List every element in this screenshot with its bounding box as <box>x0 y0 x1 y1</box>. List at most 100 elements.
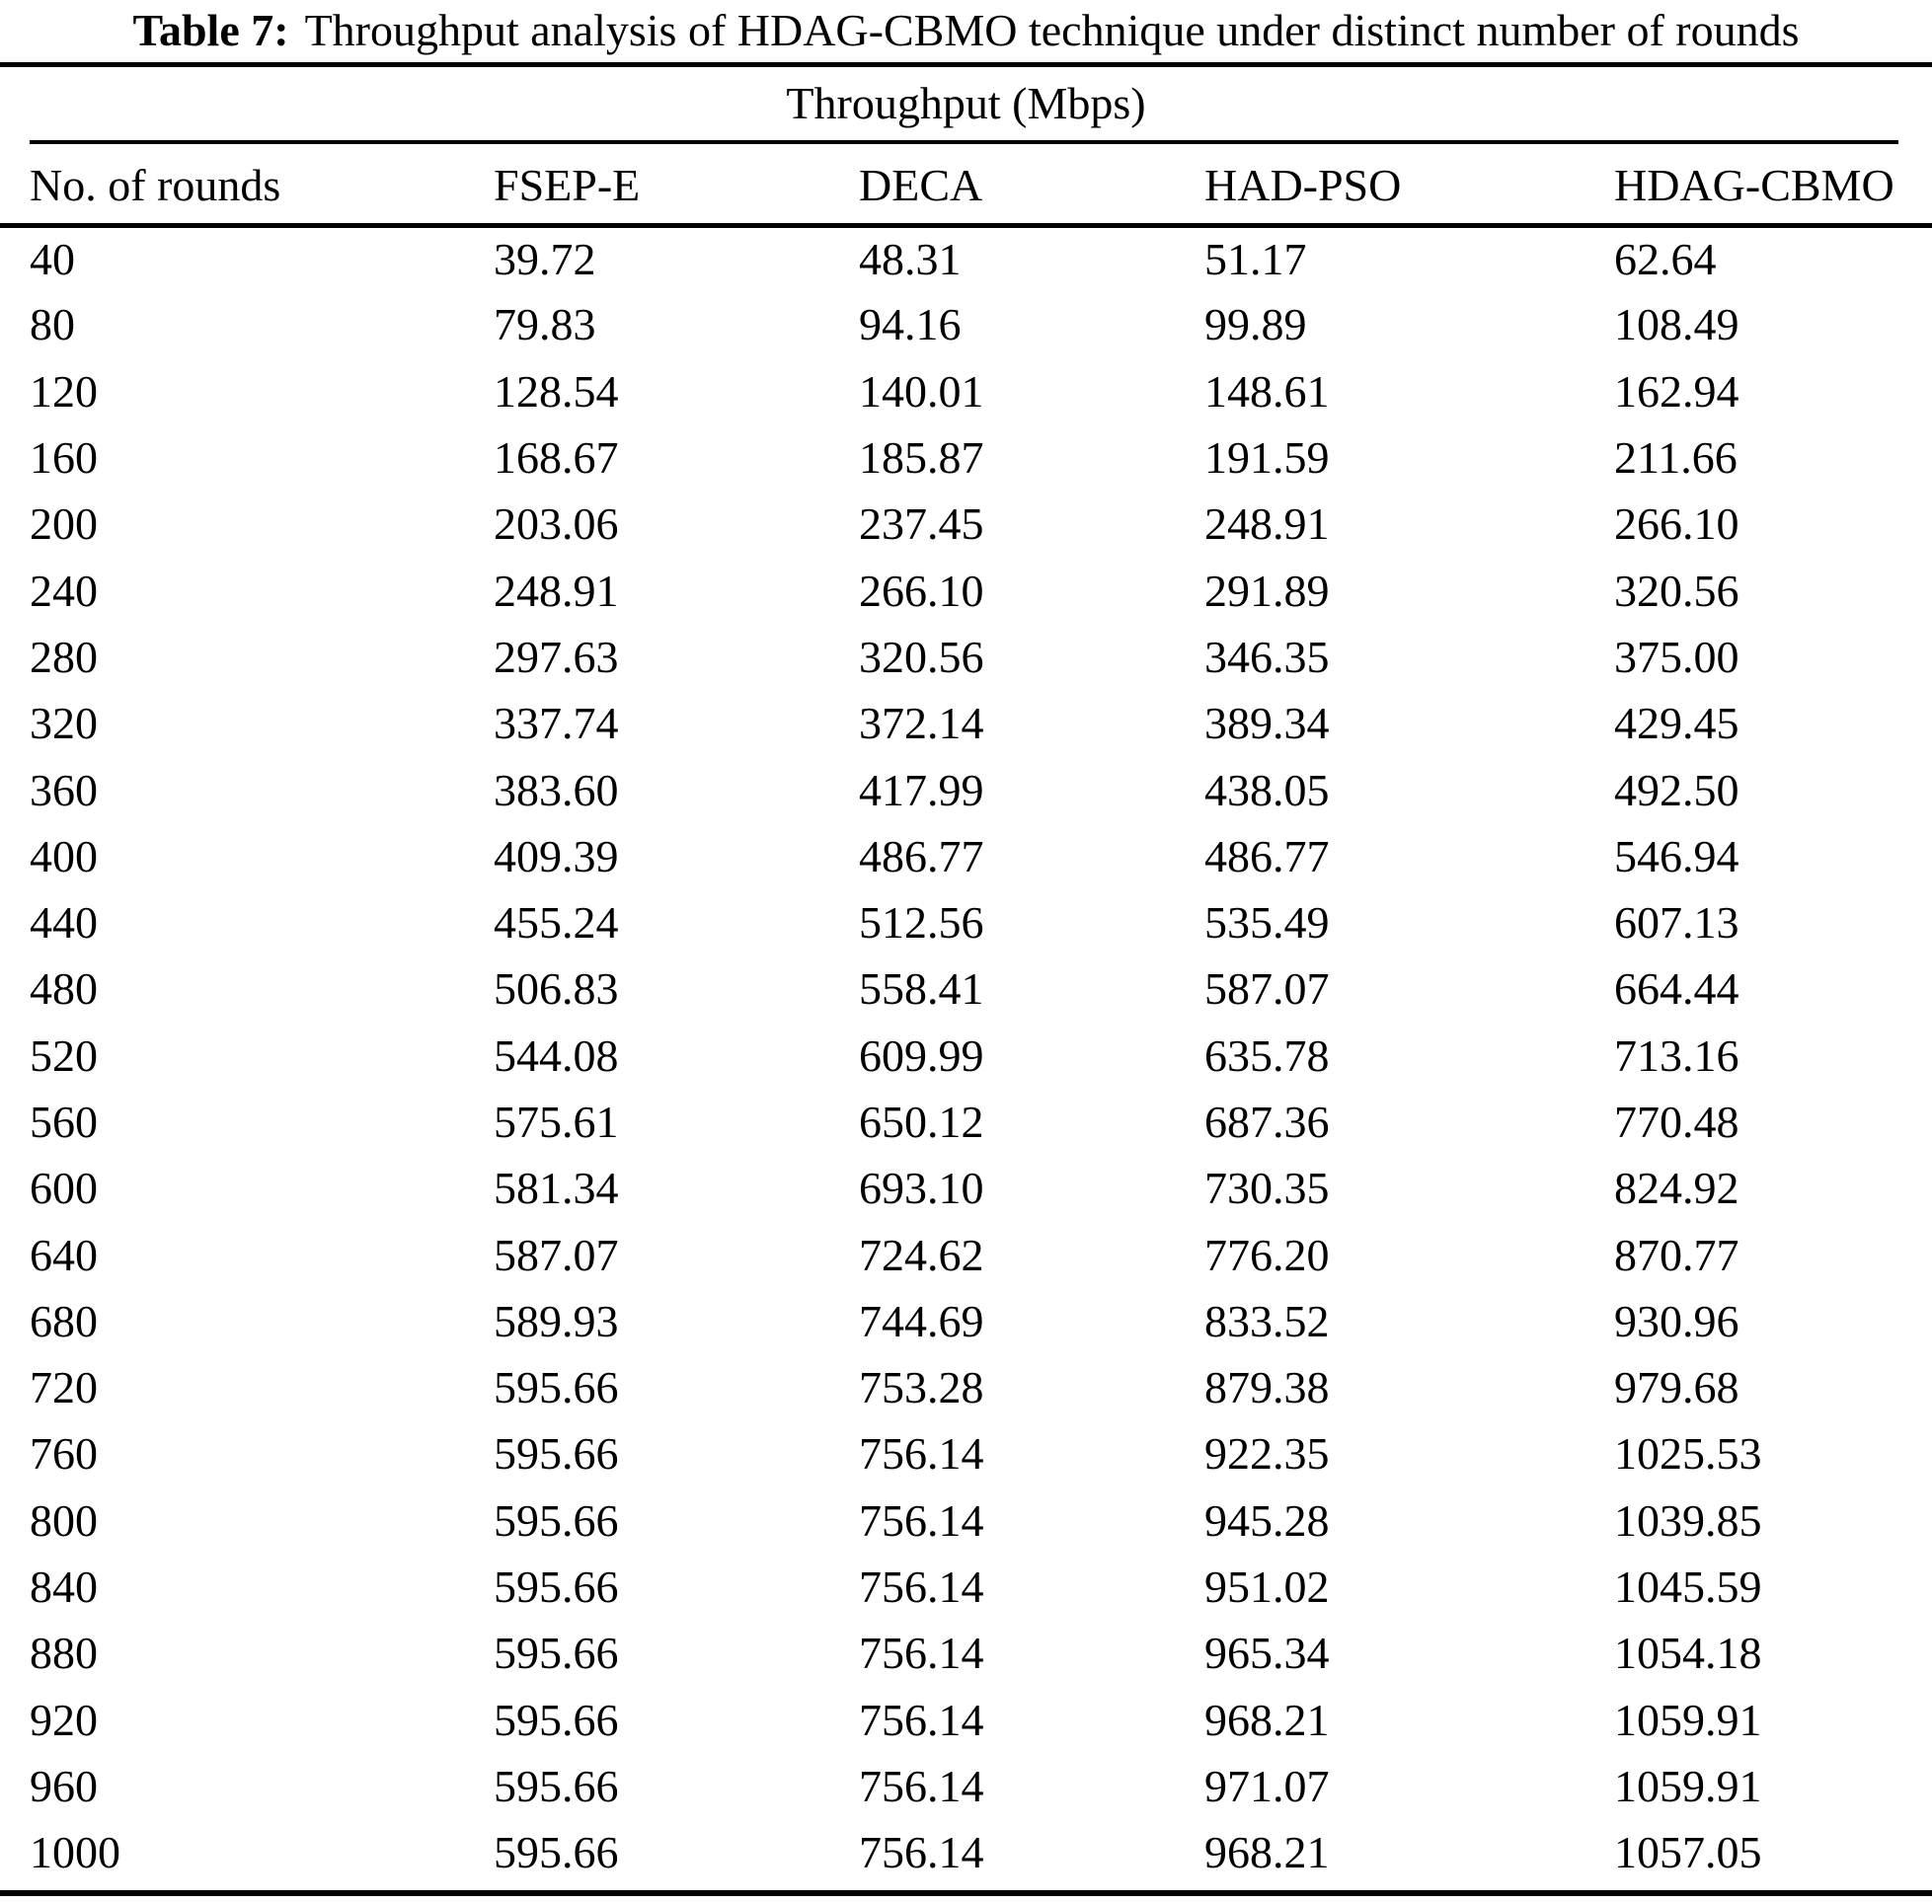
throughput-cell: 1057.05 <box>1614 1827 1762 1878</box>
throughput-cell: 595.66 <box>494 1760 619 1811</box>
table-row: 160 168.67 185.87 191.59 211.66 <box>0 424 1932 491</box>
throughput-cell: 575.61 <box>494 1097 619 1147</box>
throughput-cell: 965.34 <box>1204 1628 1330 1679</box>
throughput-cell: 168.67 <box>494 432 619 484</box>
throughput-cell: 1045.59 <box>1614 1561 1762 1613</box>
table-row: 560 575.61 650.12 687.36 770.48 <box>0 1089 1932 1155</box>
throughput-cell: 455.24 <box>494 897 619 949</box>
rounds-cell: 360 <box>30 764 98 815</box>
rounds-cell: 600 <box>30 1163 98 1214</box>
throughput-cell: 48.31 <box>859 234 962 285</box>
throughput-cell: 870.77 <box>1614 1229 1739 1280</box>
throughput-cell: 587.07 <box>494 1229 619 1280</box>
throughput-cell: 968.21 <box>1204 1827 1330 1878</box>
header-row: No. of rounds FSEP-E DECA HAD-PSO HDAG-C… <box>0 148 1932 228</box>
table-row: 960 595.66 756.14 971.07 1059.91 <box>0 1753 1932 1819</box>
table-row: 840 595.66 756.14 951.02 1045.59 <box>0 1554 1932 1620</box>
throughput-cell: 191.59 <box>1204 432 1330 484</box>
column-header-deca: DECA <box>829 148 1175 228</box>
throughput-cell: 266.10 <box>859 565 984 616</box>
rounds-cell: 880 <box>30 1628 98 1679</box>
table-row: 480 506.83 558.41 587.07 664.44 <box>0 955 1932 1022</box>
table-row: 240 248.91 266.10 291.89 320.56 <box>0 557 1932 623</box>
table-row: 280 297.63 320.56 346.35 375.00 <box>0 624 1932 690</box>
throughput-cell: 558.41 <box>859 963 984 1015</box>
throughput-cell: 635.78 <box>1204 1029 1330 1081</box>
table-row: 320 337.74 372.14 389.34 429.45 <box>0 690 1932 756</box>
throughput-cell: 971.07 <box>1204 1760 1330 1811</box>
throughput-cell: 128.54 <box>494 365 619 417</box>
throughput-cell: 383.60 <box>494 764 619 815</box>
throughput-cell: 148.61 <box>1204 365 1330 417</box>
throughput-cell: 409.39 <box>494 830 619 881</box>
throughput-cell: 724.62 <box>859 1229 984 1280</box>
spanning-header: Throughput (Mbps) <box>786 78 1146 128</box>
throughput-cell: 375.00 <box>1614 631 1739 682</box>
throughput-cell: 979.68 <box>1614 1362 1739 1413</box>
throughput-cell: 94.16 <box>859 299 962 350</box>
rounds-cell: 120 <box>30 365 98 417</box>
rounds-cell: 1000 <box>30 1827 120 1878</box>
throughput-cell: 492.50 <box>1614 764 1739 815</box>
throughput-cell: 595.66 <box>494 1428 619 1480</box>
table-row: 40 39.72 48.31 51.17 62.64 <box>0 225 1932 291</box>
throughput-cell: 162.94 <box>1614 365 1739 417</box>
table-row: 200 203.06 237.45 248.91 266.10 <box>0 491 1932 557</box>
rounds-cell: 640 <box>30 1229 98 1280</box>
throughput-cell: 595.66 <box>494 1561 619 1613</box>
throughput-cell: 595.66 <box>494 1694 619 1745</box>
rounds-cell: 960 <box>30 1760 98 1811</box>
table-row: 360 383.60 417.99 438.05 492.50 <box>0 756 1932 822</box>
rounds-cell: 320 <box>30 698 98 749</box>
table-row: 720 595.66 753.28 879.38 979.68 <box>0 1354 1932 1420</box>
throughput-cell: 824.92 <box>1614 1163 1739 1214</box>
rounds-cell: 280 <box>30 631 98 682</box>
rounds-cell: 560 <box>30 1097 98 1147</box>
throughput-cell: 185.87 <box>859 432 984 484</box>
table-body: 40 39.72 48.31 51.17 62.64 80 79.83 94.16 99.89 1… <box>0 225 1932 1885</box>
table-row: 600 581.34 693.10 730.35 824.92 <box>0 1155 1932 1221</box>
throughput-cell: 951.02 <box>1204 1561 1330 1613</box>
throughput-cell: 535.49 <box>1204 897 1330 949</box>
mid-rule <box>30 140 1898 144</box>
table-row: 920 595.66 756.14 968.21 1059.91 <box>0 1687 1932 1753</box>
table-row: 880 595.66 756.14 965.34 1054.18 <box>0 1620 1932 1686</box>
rounds-cell: 760 <box>30 1428 98 1480</box>
table-row: 520 544.08 609.99 635.78 713.16 <box>0 1023 1932 1089</box>
throughput-cell: 756.14 <box>859 1694 984 1745</box>
throughput-cell: 203.06 <box>494 498 619 550</box>
throughput-cell: 248.91 <box>494 565 619 616</box>
rounds-cell: 840 <box>30 1561 98 1613</box>
throughput-cell: 687.36 <box>1204 1097 1330 1147</box>
throughput-cell: 730.35 <box>1204 1163 1330 1214</box>
rounds-cell: 160 <box>30 432 98 484</box>
top-rule <box>0 62 1932 67</box>
table-row: 800 595.66 756.14 945.28 1039.85 <box>0 1487 1932 1554</box>
throughput-cell: 713.16 <box>1614 1029 1739 1081</box>
throughput-cell: 211.66 <box>1614 432 1738 484</box>
throughput-table: No. of rounds FSEP-E DECA HAD-PSO HDAG-C… <box>0 148 1932 1885</box>
throughput-cell: 753.28 <box>859 1362 984 1413</box>
throughput-cell: 1059.91 <box>1614 1694 1762 1745</box>
table-row: 760 595.66 756.14 922.35 1025.53 <box>0 1420 1932 1486</box>
throughput-cell: 607.13 <box>1614 897 1739 949</box>
rounds-cell: 400 <box>30 830 98 881</box>
throughput-cell: 756.14 <box>859 1628 984 1679</box>
throughput-cell: 770.48 <box>1614 1097 1739 1147</box>
throughput-cell: 1039.85 <box>1614 1494 1762 1546</box>
throughput-cell: 595.66 <box>494 1362 619 1413</box>
table-row: 440 455.24 512.56 535.49 607.13 <box>0 889 1932 955</box>
rounds-cell: 800 <box>30 1494 98 1546</box>
throughput-cell: 833.52 <box>1204 1295 1330 1346</box>
throughput-cell: 922.35 <box>1204 1428 1330 1480</box>
throughput-cell: 438.05 <box>1204 764 1330 815</box>
throughput-cell: 1054.18 <box>1614 1628 1762 1679</box>
column-header-rounds: No. of rounds <box>0 148 464 228</box>
rounds-cell: 520 <box>30 1029 98 1081</box>
rounds-cell: 80 <box>30 299 75 350</box>
throughput-cell: 486.77 <box>859 830 984 881</box>
throughput-cell: 99.89 <box>1204 299 1307 350</box>
rounds-cell: 480 <box>30 963 98 1015</box>
throughput-cell: 346.35 <box>1204 631 1330 682</box>
